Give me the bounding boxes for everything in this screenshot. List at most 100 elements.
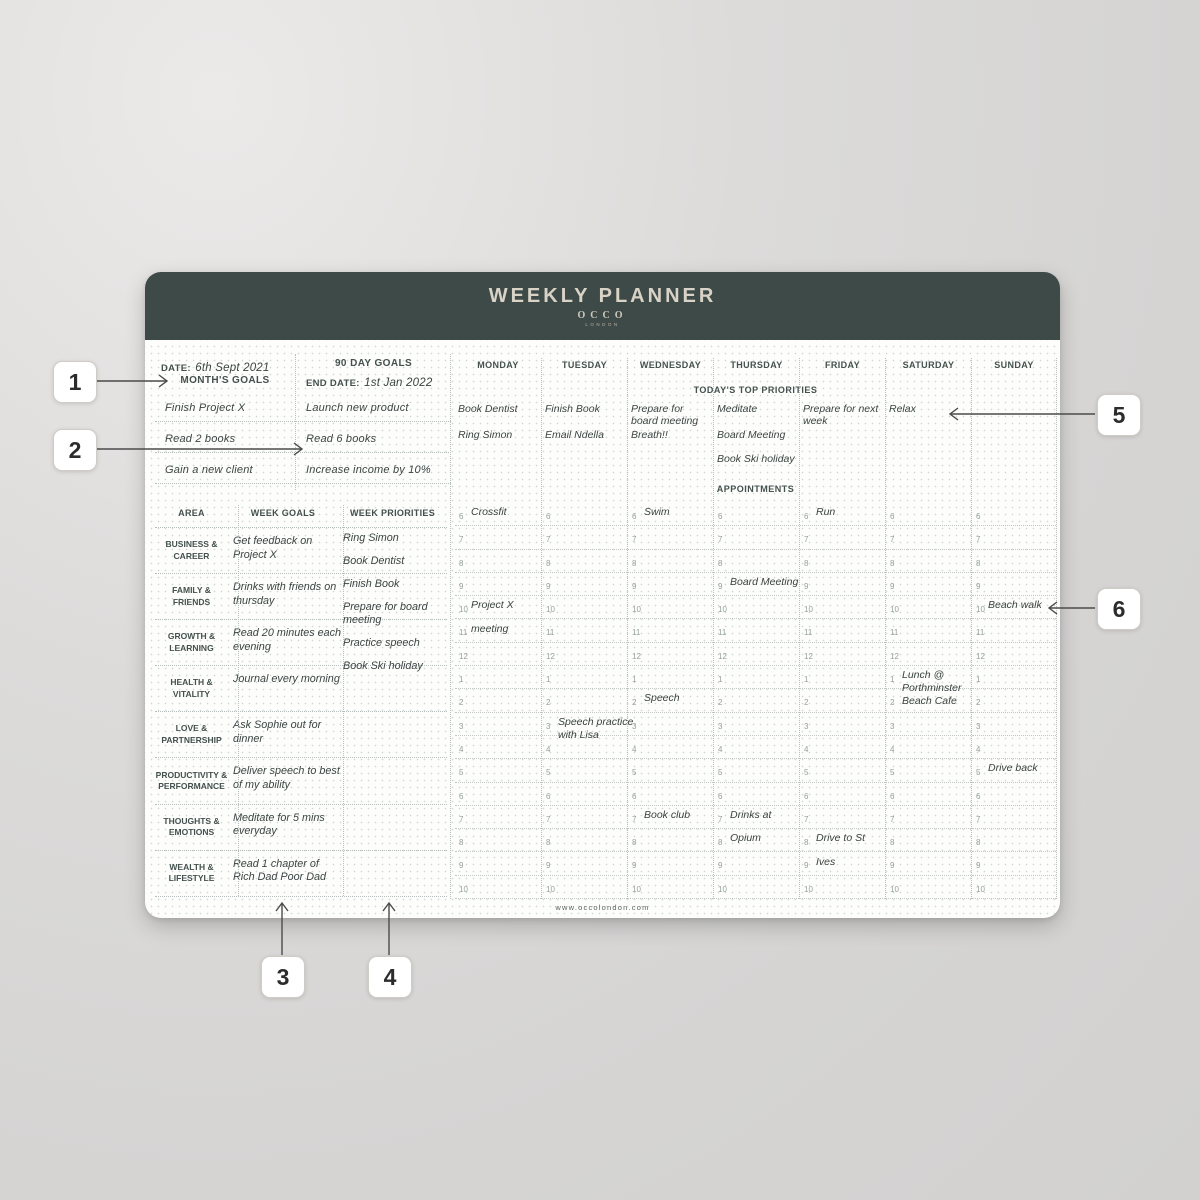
hour-row: 9 xyxy=(800,573,885,597)
hour-label: 2 xyxy=(459,698,464,708)
hour-row: 11 xyxy=(714,619,799,643)
hour-label: 7 xyxy=(632,535,637,545)
appointment-line: Beach Cafe xyxy=(902,695,957,708)
hour-row: 7 xyxy=(542,526,627,550)
hour-row: 6 xyxy=(542,503,627,527)
hour-label: 10 xyxy=(890,884,899,894)
hour-row: 9 xyxy=(542,852,627,876)
hour-label: 11 xyxy=(459,628,468,638)
appointment-line: Swim xyxy=(644,506,670,518)
hour-row: 10 xyxy=(714,876,799,900)
hour-row: 3 xyxy=(628,713,713,736)
brand-name: OCCO xyxy=(577,310,628,321)
appointment-line: Speech practice xyxy=(558,715,634,728)
hour-row: 10 xyxy=(714,596,799,620)
hour-label: 1 xyxy=(890,675,895,685)
hour-label: 7 xyxy=(546,535,551,545)
hour-row: 3 xyxy=(972,713,1056,736)
hour-label: 7 xyxy=(546,814,551,824)
website-url: www.occolondon.com xyxy=(555,903,650,912)
weekly-planner-sheet: WEEKLY PLANNER OCCO LONDON DATE: 6th Sep… xyxy=(145,272,1060,918)
hour-label: 8 xyxy=(459,838,464,848)
hour-label: 9 xyxy=(459,581,464,591)
hour-row: 9 xyxy=(628,852,713,876)
ninety-day-goal-text: Launch new product xyxy=(306,402,409,414)
hour-label: 6 xyxy=(804,791,809,801)
day-column-tuesday: TUESDAY Finish Book Email Ndella 6 7 8 9 10 11 12… xyxy=(541,358,633,900)
hour-label: 2 xyxy=(890,698,895,708)
hour-label: 7 xyxy=(976,535,981,545)
hour-row: 6 xyxy=(886,503,971,527)
hour-label: 10 xyxy=(976,884,985,894)
hour-row: 6 xyxy=(886,783,971,806)
hour-label: 6 xyxy=(546,512,551,521)
hour-label: 2 xyxy=(632,698,637,708)
hour-row: 6 xyxy=(542,783,627,806)
hour-row: 10 xyxy=(628,876,713,900)
hour-label: 8 xyxy=(546,838,551,848)
hour-row: 5 xyxy=(800,759,885,783)
hour-label: 6 xyxy=(718,791,723,801)
hour-row: 12 xyxy=(714,643,799,667)
appointment-line: Drinks at xyxy=(730,808,772,821)
callout-2: 2 xyxy=(53,429,97,471)
appointment-entry: Lunch @ Porthminster Beach Cafe xyxy=(902,669,962,708)
months-goals-title: MONTH'S GOALS xyxy=(180,375,270,386)
hour-label: 6 xyxy=(459,512,464,521)
column-header: AREA xyxy=(178,508,205,518)
hour-row: 8 xyxy=(628,829,713,853)
hour-row: 10 xyxy=(628,596,713,620)
week-priority-entry: Finish Book xyxy=(343,578,400,590)
hour-row: 3 xyxy=(886,713,971,736)
appointment-entry: Drive back xyxy=(988,762,1038,775)
day-column-wednesday: WEDNESDAY Prepare for board meeting Breath… xyxy=(627,358,713,900)
priority-entry: Prepare for next week xyxy=(803,403,879,427)
week-goal-text: Get feedback on Project X xyxy=(233,535,313,561)
day-column-sunday: SUNDAY 6 7 8 9 10 11 12 1 2 3 4 5 6 7 8 9 10 Beach walk Dri… xyxy=(971,358,1057,900)
hour-label: 6 xyxy=(718,512,723,521)
callout-3: 3 xyxy=(261,956,305,998)
hour-label: 2 xyxy=(546,698,551,708)
area-label: HEALTH & VITALITY xyxy=(170,677,213,699)
hour-label: 3 xyxy=(718,721,723,731)
area-label: THOUGHTS & EMOTIONS xyxy=(163,815,220,838)
hour-row: 6 xyxy=(972,783,1056,806)
hour-label: 8 xyxy=(459,558,464,568)
hour-row: 9 xyxy=(714,852,799,876)
hour-row: 1 xyxy=(800,666,885,690)
hour-label: 1 xyxy=(546,675,551,685)
hour-row: 7 xyxy=(455,526,541,550)
hour-row: 4 xyxy=(628,736,713,760)
hour-row: 5 xyxy=(886,759,971,783)
hour-label: 3 xyxy=(804,721,809,731)
ninety-day-goal-row: Launch new product xyxy=(296,391,451,422)
hour-label: 6 xyxy=(890,512,895,521)
hour-row: 2 xyxy=(628,689,713,713)
hour-row: 1 xyxy=(972,666,1056,690)
hour-label: 1 xyxy=(976,675,981,685)
hour-label: 10 xyxy=(459,884,468,894)
hour-label: 9 xyxy=(632,861,637,871)
ninety-day-goal-text: Read 6 books xyxy=(306,433,377,445)
appointments-grid: 6 7 8 9 10 11 12 1 2 3 4 5 6 7 8 9 10 Lunch @ Porthminster… xyxy=(886,503,971,900)
hour-row: 10 xyxy=(972,596,1056,620)
hour-label: 4 xyxy=(546,744,551,754)
hour-label: 12 xyxy=(804,651,813,661)
ninety-day-goals-title: 90 DAY GOALS xyxy=(334,358,413,369)
hour-label: 10 xyxy=(890,605,899,615)
hour-label: 1 xyxy=(804,675,809,685)
hour-row: 8 xyxy=(800,550,885,573)
hour-label: 3 xyxy=(632,721,637,731)
appointments-label: APPOINTMENTS xyxy=(716,484,795,494)
hour-row: 4 xyxy=(455,736,541,760)
hour-row: 12 xyxy=(455,643,541,667)
hour-row: 10 xyxy=(972,876,1056,900)
callout-1: 1 xyxy=(53,361,97,403)
hour-label: 8 xyxy=(718,558,723,568)
hour-row: 11 xyxy=(455,619,541,643)
area-label: FAMILY & FRIENDS xyxy=(172,585,211,607)
callout-5: 5 xyxy=(1097,394,1141,436)
hour-row: 4 xyxy=(800,736,885,760)
hour-label: 6 xyxy=(546,791,551,801)
